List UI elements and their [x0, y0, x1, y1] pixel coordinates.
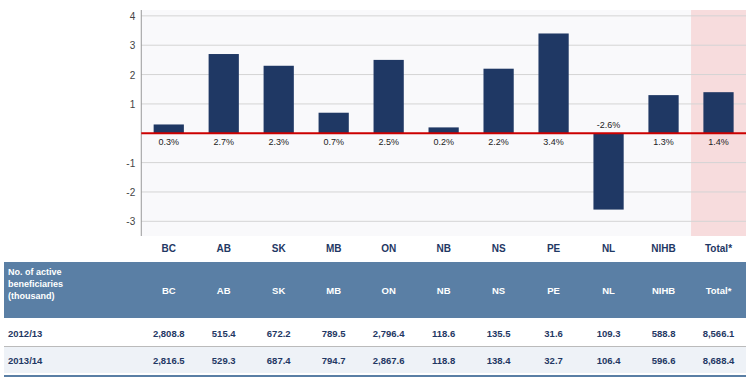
y-tick-label: 4 — [130, 11, 136, 22]
y-tick-label: -1 — [126, 158, 135, 169]
y-grid — [141, 16, 746, 221]
table-cell: 8,566.1 — [703, 328, 735, 339]
x-tick-label: SK — [272, 243, 287, 254]
bar — [264, 66, 294, 134]
table-column-label: SK — [272, 285, 285, 296]
table-row — [4, 320, 746, 346]
bar — [483, 69, 513, 134]
total-highlight — [691, 10, 746, 236]
bar — [209, 54, 239, 133]
table-cell: 687.4 — [267, 355, 291, 366]
plot-background — [141, 10, 746, 236]
table-title-line: No. of active — [8, 267, 62, 277]
chart-root: -3 -2 -1 1 2 3 4 0.3% 2.7% 2.3% 0.7% 2.5% 0.2% 2.2% 3.… — [0, 0, 750, 381]
table-row-label: 2013/14 — [8, 355, 43, 366]
bar — [593, 133, 623, 209]
data-label: 3.4% — [543, 137, 564, 147]
table-column-label: NIHB — [652, 285, 675, 296]
table-cell: 672.2 — [267, 328, 291, 339]
x-tick-label: ON — [381, 243, 396, 254]
table-bottom-border — [4, 375, 746, 377]
table-cell: 2,816.5 — [153, 355, 185, 366]
table-column-label: BC — [162, 285, 176, 296]
table-cell: 31.6 — [544, 328, 563, 339]
data-label: 0.3% — [158, 137, 179, 147]
table-title-line: (thousand) — [8, 291, 55, 301]
data-label: 2.3% — [268, 137, 289, 147]
table-cell: 8,688.4 — [703, 355, 735, 366]
bar — [319, 113, 349, 134]
table-cell: 32.7 — [544, 355, 563, 366]
data-label: 1.4% — [708, 137, 729, 147]
table-cell: 138.4 — [487, 355, 511, 366]
x-tick-label: NL — [602, 243, 615, 254]
table-cell: 596.6 — [652, 355, 676, 366]
table-cell: 588.8 — [652, 328, 676, 339]
table-cell: 789.5 — [322, 328, 346, 339]
table-cell: 118.8 — [432, 355, 455, 366]
table-cell: 109.3 — [597, 328, 621, 339]
grid-line — [141, 191, 746, 192]
grid-line — [141, 221, 746, 222]
bars — [154, 33, 734, 209]
x-tick-label: BC — [162, 243, 176, 254]
grid-line — [141, 45, 746, 46]
x-tick-label: MB — [326, 243, 342, 254]
bar — [538, 33, 568, 133]
y-tick-label: 1 — [130, 99, 136, 110]
data-label: 0.7% — [323, 137, 344, 147]
bar — [648, 95, 678, 133]
table-title-line: beneficiaries — [8, 279, 63, 289]
data-label: 2.5% — [378, 137, 399, 147]
table-column-label: NB — [437, 285, 451, 296]
table-cell: 135.5 — [487, 328, 511, 339]
data-label: -2.6% — [597, 120, 621, 130]
table-cell: 2,796.4 — [373, 328, 405, 339]
y-tick-label: -3 — [126, 216, 135, 227]
table-column-label: ON — [382, 285, 396, 296]
table-column-label: NS — [492, 285, 505, 296]
grid-line — [141, 15, 746, 16]
table-cell: 794.7 — [322, 355, 346, 366]
table-cell: 2,867.6 — [373, 355, 405, 366]
data-label: 2.7% — [213, 137, 234, 147]
table-cell: 515.4 — [212, 328, 236, 339]
x-tick-label: NIHB — [651, 243, 675, 254]
bar — [154, 124, 184, 133]
x-tick-label: PE — [547, 243, 561, 254]
table-cell: 2,808.8 — [153, 328, 185, 339]
data-label: 2.2% — [488, 137, 509, 147]
table-column-label: NL — [602, 285, 615, 296]
table-title: No. of active beneficiaries (thousand) — [8, 267, 63, 301]
bar — [703, 92, 733, 133]
y-tick-label: 3 — [130, 40, 136, 51]
table-column-label: Total* — [706, 285, 732, 296]
y-tick-label: -2 — [126, 187, 135, 198]
table-header — [4, 262, 746, 318]
zero-line — [141, 132, 746, 134]
table-column-label: MB — [326, 285, 341, 296]
table-column-label: PE — [547, 285, 560, 296]
data-label: 0.2% — [433, 137, 454, 147]
data-label: 1.3% — [653, 137, 674, 147]
table-cell: 118.6 — [432, 328, 455, 339]
table-cell: 529.3 — [212, 355, 236, 366]
table-cell: 106.4 — [597, 355, 621, 366]
table-row-label: 2012/13 — [8, 328, 42, 339]
grid-line — [141, 162, 746, 163]
bar — [374, 60, 404, 133]
table-separator — [4, 346, 746, 347]
x-tick-label: NS — [492, 243, 506, 254]
y-axis-line — [141, 10, 142, 236]
y-tick-label: 2 — [130, 70, 136, 81]
x-tick-label: AB — [217, 243, 231, 254]
x-tick-label: Total* — [705, 243, 732, 254]
x-tick-label: NB — [436, 243, 450, 254]
table-row — [4, 347, 746, 373]
table-column-label: AB — [217, 285, 231, 296]
